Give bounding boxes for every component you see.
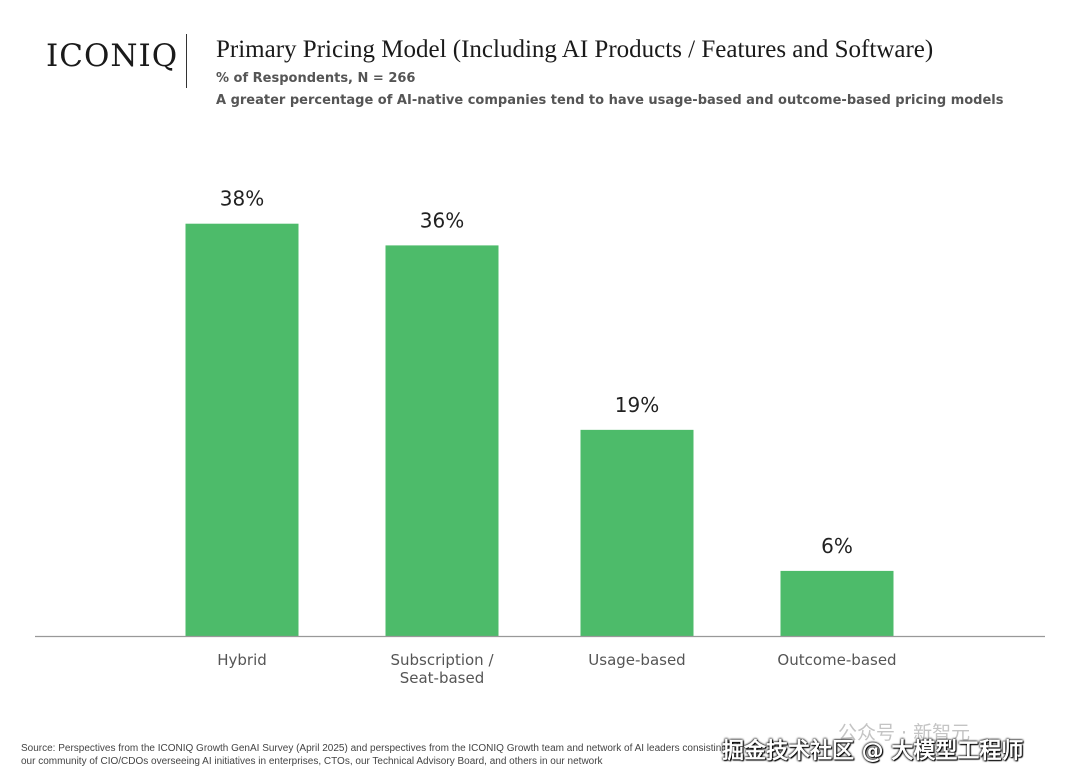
chart-subtitle: % of Respondents, N = 266 — [216, 71, 416, 86]
bar — [385, 245, 499, 636]
chart-title: Primary Pricing Model (Including AI Prod… — [216, 36, 934, 63]
category-label: Subscription / — [390, 651, 494, 669]
data-label: 19% — [615, 393, 659, 417]
source-footnote: Source: Perspectives from the ICONIQ Gro… — [21, 743, 738, 767]
juejin-watermark: 掘金技术社区 @ 大模型工程师 — [722, 739, 1024, 764]
bar — [580, 429, 694, 636]
chart-note: A greater percentage of AI-native compan… — [216, 93, 1004, 108]
iconiq-logo: ICONIQ — [46, 38, 179, 74]
bar — [185, 223, 299, 636]
wechat-watermark: 公众号 · 新智元 — [838, 722, 971, 744]
header-divider — [186, 34, 187, 88]
data-label: 38% — [220, 187, 264, 211]
data-label: 36% — [420, 208, 464, 232]
category-label: Hybrid — [217, 651, 267, 669]
bar — [780, 570, 894, 636]
category-label: Usage-based — [588, 651, 685, 669]
category-label: Outcome-based — [777, 651, 896, 669]
category-label: Seat-based — [400, 669, 485, 687]
data-label: 6% — [821, 534, 853, 558]
